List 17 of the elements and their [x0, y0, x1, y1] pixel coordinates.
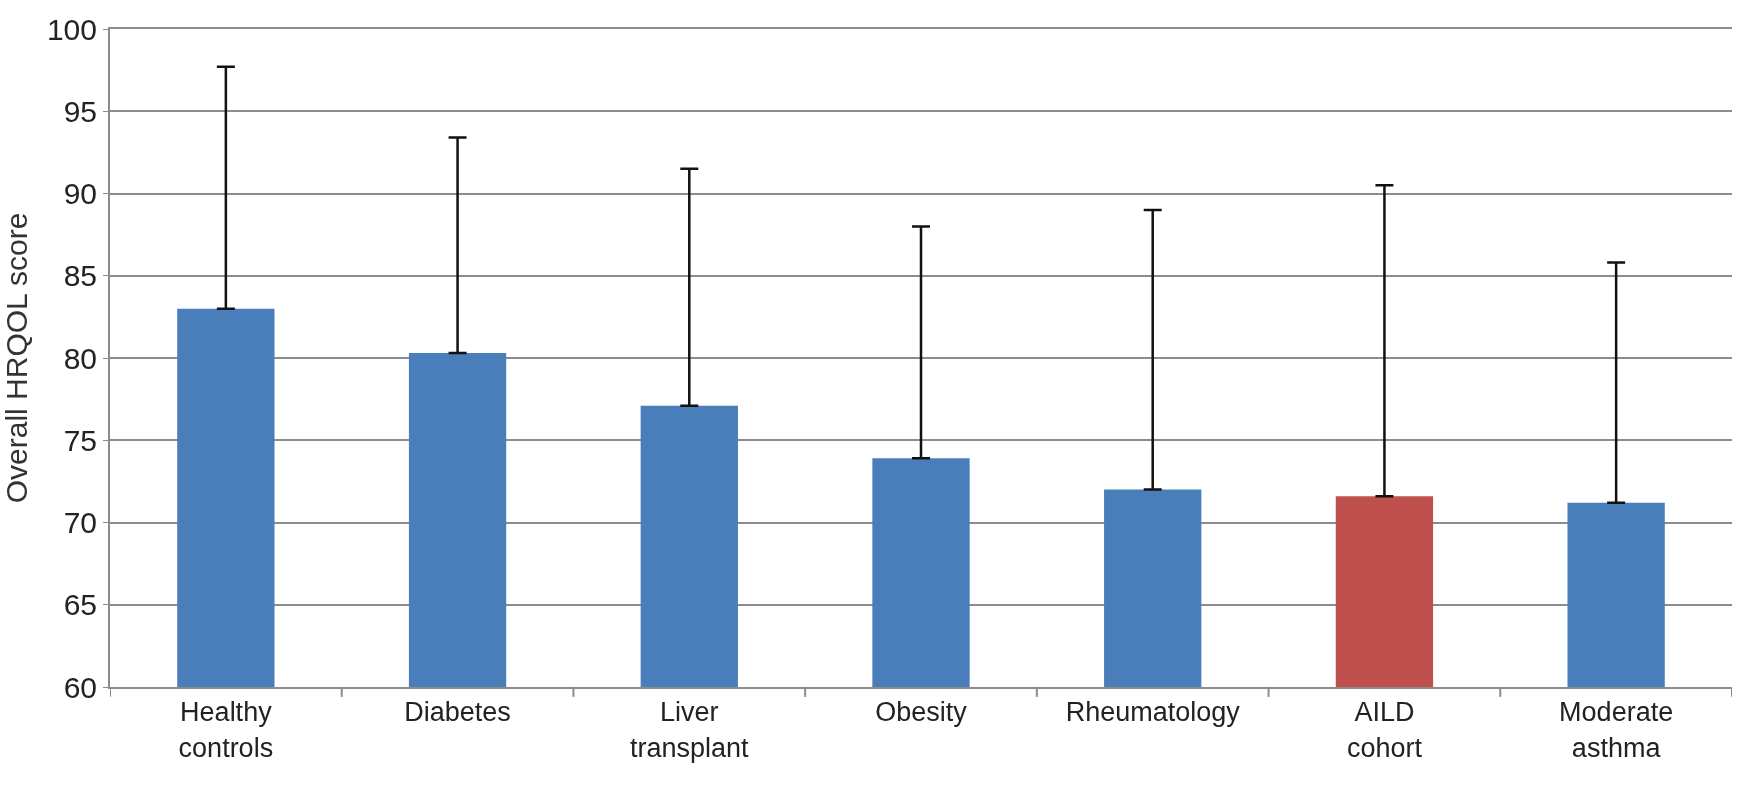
x-tick-label: Obesity — [875, 697, 968, 728]
y-tick-label: 70 — [63, 506, 97, 539]
x-tick-label: Rheumatology — [1065, 697, 1241, 728]
x-tick-label: Diabetes — [404, 697, 511, 728]
y-tick-label: 90 — [63, 177, 97, 210]
x-tick-label: Liver transplant — [630, 697, 750, 763]
y-tick-label: 95 — [63, 94, 97, 128]
y-tick-label: 75 — [63, 423, 97, 457]
y-tick-label: 85 — [63, 259, 97, 293]
y-axis-title: Overall HRQOL score — [0, 212, 34, 504]
y-tick-label: 65 — [63, 588, 97, 622]
y-tick-label: 60 — [63, 670, 97, 704]
x-tick-label: Moderate asthma — [1559, 697, 1674, 763]
y-tick-label: 100 — [46, 12, 97, 46]
x-tick-label: AILD cohort — [1346, 697, 1423, 763]
y-tick-label: 80 — [63, 341, 97, 375]
x-tick-label: Healthy controls — [178, 697, 274, 763]
